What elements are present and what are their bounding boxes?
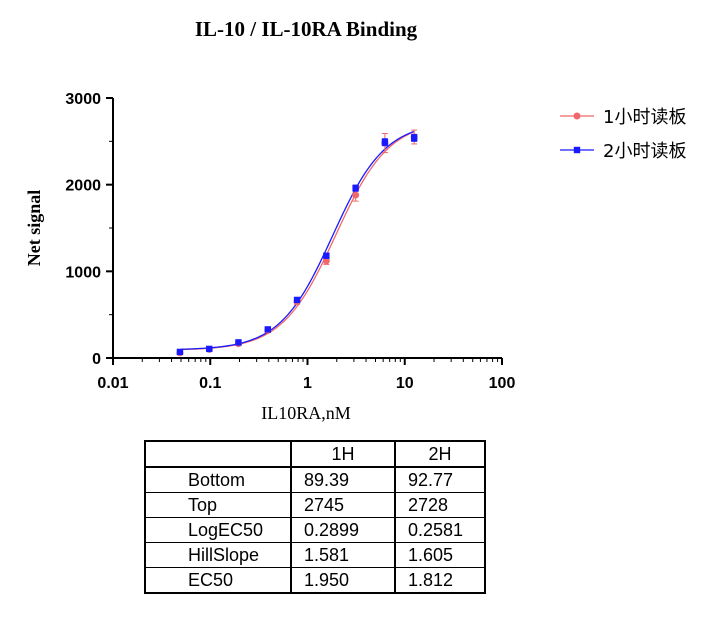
legend-label-series-1: 1小时读板 <box>603 107 686 128</box>
fit-curve-series-2 <box>180 130 415 350</box>
legend-marker-series-2 <box>573 146 581 154</box>
fit-curve-series-1 <box>180 131 415 351</box>
table-row: LogEC50 0.2899 0.2581 <box>144 517 486 543</box>
table-header-1h: 1H <box>290 440 396 468</box>
fit-parameters-table: 1H 2H Bottom 89.39 92.77 Top 2745 2728 L… <box>144 440 486 594</box>
y-tick-label: 0 <box>92 351 101 368</box>
row-label: HillSlope <box>144 542 292 568</box>
fit-curves <box>180 130 415 351</box>
data-point-series-2 <box>410 134 418 142</box>
legend-marker-series-1 <box>573 112 581 120</box>
row-value-2h: 1.812 <box>394 567 486 594</box>
row-value-1h: 0.2899 <box>290 517 396 543</box>
legend-label-series-2: 2小时读板 <box>603 141 686 162</box>
data-points <box>176 129 418 357</box>
data-point-series-2 <box>176 348 184 356</box>
row-label: Top <box>144 492 292 518</box>
data-point-series-2 <box>323 252 330 259</box>
row-label: EC50 <box>144 567 292 594</box>
chart-title: IL-10 / IL-10RA Binding <box>195 17 418 41</box>
table-header-2h: 2H <box>394 440 486 468</box>
row-value-1h: 2745 <box>290 492 396 518</box>
table-header-row: 1H 2H <box>144 440 486 468</box>
table-row: HillSlope 1.581 1.605 <box>144 542 486 568</box>
row-value-2h: 2728 <box>394 492 486 518</box>
row-label: Bottom <box>144 466 292 493</box>
table-row: Bottom 89.39 92.77 <box>144 466 486 493</box>
row-value-1h: 1.581 <box>290 542 396 568</box>
y-tick-label: 3000 <box>65 91 101 108</box>
y-tick-label: 1000 <box>65 264 101 281</box>
row-value-1h: 1.950 <box>290 567 396 594</box>
x-tick-label: 0.1 <box>199 375 221 392</box>
data-point-series-2 <box>235 339 242 346</box>
data-point-series-1 <box>352 191 360 199</box>
data-point-series-2 <box>264 326 272 333</box>
row-value-2h: 0.2581 <box>394 517 486 543</box>
x-axis-title: IL10RA,nM <box>261 403 351 423</box>
x-tick-label: 10 <box>396 375 414 392</box>
data-point-series-1 <box>322 257 330 265</box>
x-tick-label: 1 <box>303 375 312 392</box>
x-tick-label: 0.01 <box>97 375 128 392</box>
data-point-series-2 <box>293 296 301 304</box>
x-tick-label: 100 <box>489 375 516 392</box>
legend: 1小时读板 2小时读板 <box>560 107 686 162</box>
table-header-blank <box>144 440 292 468</box>
row-value-1h: 89.39 <box>290 466 396 493</box>
data-point-series-2 <box>352 184 359 192</box>
row-value-2h: 92.77 <box>394 466 486 493</box>
table-row: EC50 1.950 1.812 <box>144 567 486 594</box>
y-axis-title: Net signal <box>24 190 44 267</box>
row-value-2h: 1.605 <box>394 542 486 568</box>
data-point-series-2 <box>206 345 213 353</box>
table-row: Top 2745 2728 <box>144 492 486 518</box>
data-point-series-2 <box>381 139 389 146</box>
dose-response-chart: IL-10 / IL-10RA Binding Net signal IL10R… <box>24 17 686 423</box>
row-label: LogEC50 <box>144 517 292 543</box>
y-tick-label: 2000 <box>65 178 101 195</box>
